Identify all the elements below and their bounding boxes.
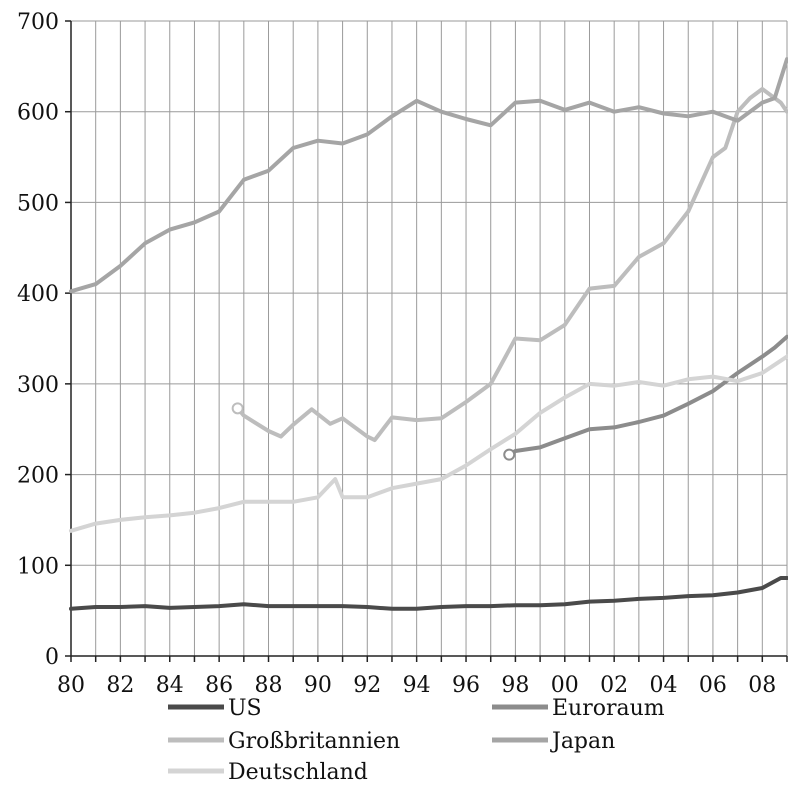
y-tick-label: 400 [17, 282, 59, 307]
legend-item: Großbritannien [168, 729, 400, 754]
x-tick-label: 86 [205, 673, 233, 698]
legend-label: US [228, 696, 262, 721]
y-tick-label: 700 [17, 10, 59, 35]
x-tick-label: 96 [452, 673, 480, 698]
series-line-großbritannien [235, 87, 788, 443]
legend-item: Deutschland [168, 760, 368, 785]
axes [65, 20, 788, 662]
x-tick-label: 98 [501, 673, 529, 698]
y-tick-labels: 0 100 200 300 400 500 600 700 [17, 10, 59, 670]
x-tick-label: 84 [156, 673, 184, 698]
legend-label: Großbritannien [228, 729, 400, 754]
legend-item: US [168, 696, 262, 721]
x-tick-labels: 80 82 84 86 88 90 92 94 96 98 00 02 04 06 08 [57, 673, 776, 698]
legend-label: Japan [550, 729, 615, 754]
x-tick-label: 88 [255, 673, 283, 698]
legend-label: Euroraum [552, 696, 665, 721]
y-tick-label: 500 [17, 191, 59, 216]
series-lines [69, 57, 788, 611]
series-line-deutschland [69, 354, 788, 533]
x-tick-label: 94 [403, 673, 431, 698]
x-tick-label: 90 [304, 673, 332, 698]
x-tick-label: 00 [551, 673, 579, 698]
y-tick-label: 600 [17, 101, 59, 126]
legend-item: Japan [492, 729, 615, 754]
legend-label: Deutschland [228, 760, 368, 785]
legend: US Euroraum Großbritannien Japan Deutschland [168, 696, 665, 785]
legend-item: Euroraum [492, 696, 665, 721]
series-line-euroraum [507, 334, 788, 457]
x-tick-label: 06 [699, 673, 727, 698]
y-tick-label: 100 [17, 554, 59, 579]
series-start-marker [231, 402, 244, 415]
series-line-us [69, 576, 788, 611]
series-start-marker [503, 448, 516, 461]
x-tick-label: 92 [353, 673, 381, 698]
x-tick-label: 08 [748, 673, 776, 698]
x-tick-label: 04 [650, 673, 678, 698]
y-tick-label: 300 [17, 373, 59, 398]
y-tick-label: 200 [17, 464, 59, 489]
series-line-japan [69, 57, 788, 294]
x-tick-label: 82 [106, 673, 134, 698]
y-tick-label: 0 [45, 645, 59, 670]
x-tick-label: 02 [600, 673, 628, 698]
x-tick-label: 80 [57, 673, 85, 698]
